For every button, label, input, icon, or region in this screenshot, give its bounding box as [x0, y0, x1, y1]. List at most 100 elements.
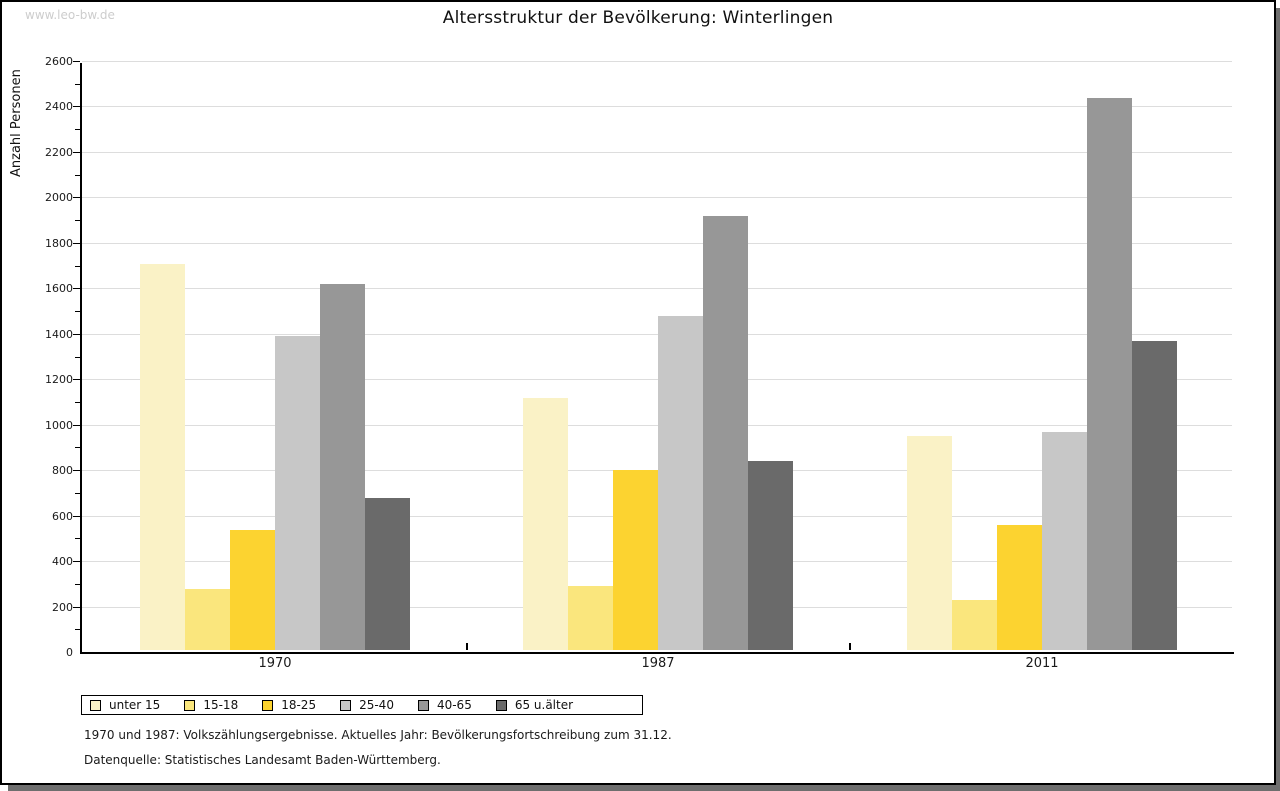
bar-unter-15 — [907, 436, 952, 650]
y-axis-tick — [75, 83, 80, 85]
legend-item: 40-65 — [417, 698, 472, 712]
bar-65-u-lter — [748, 461, 793, 650]
y-axis-tick — [73, 288, 80, 290]
page-title: Altersstruktur der Bevölkerung: Winterli… — [442, 8, 834, 28]
y-axis-tick — [73, 379, 80, 381]
bar-15-18 — [185, 589, 230, 650]
y-axis-tick — [73, 151, 80, 153]
y-axis-tick — [73, 61, 80, 62]
bar-18-25 — [613, 470, 658, 650]
y-axis-tick — [73, 197, 80, 199]
y-tick-label: 1200 — [45, 373, 73, 387]
y-tick-label: 1800 — [45, 236, 73, 250]
legend-swatch-icon — [262, 699, 274, 711]
legend-swatch-icon — [495, 699, 507, 711]
y-tick-label: 2200 — [45, 145, 73, 159]
y-axis-tick — [73, 561, 80, 563]
window-shadow-right — [1276, 8, 1280, 791]
window-shadow-bottom — [8, 785, 1280, 791]
x-tick-label: 1987 — [641, 656, 675, 671]
y-axis-tick — [75, 265, 80, 267]
bar-40-65 — [320, 284, 365, 650]
bar-18-25 — [230, 530, 275, 650]
y-tick-label: 2000 — [45, 191, 73, 205]
legend-label: unter 15 — [109, 698, 161, 712]
y-axis-tick — [73, 106, 80, 108]
y-axis-tick — [75, 220, 80, 222]
gridline — [82, 242, 1232, 244]
y-tick-label: 800 — [52, 464, 73, 478]
y-axis-tick — [73, 515, 80, 517]
y-axis-tick — [73, 333, 80, 335]
y-tick-label: 400 — [52, 555, 73, 569]
y-axis-tick — [75, 538, 80, 540]
y-axis-tick — [75, 356, 80, 358]
bar-40-65 — [703, 216, 748, 650]
legend-label: 40-65 — [436, 698, 472, 712]
y-axis-tick — [73, 424, 80, 426]
y-tick-label: 1600 — [45, 282, 73, 296]
legend-item: 18-25 — [262, 698, 316, 712]
legend-item: 25-40 — [340, 698, 394, 712]
watermark-text: www.leo-bw.de — [25, 8, 115, 22]
bar-unter-15 — [140, 264, 185, 650]
y-tick-label: 2600 — [45, 55, 73, 68]
y-tick-label: 600 — [52, 509, 73, 523]
y-axis-tick — [73, 470, 80, 472]
y-axis-tick — [75, 629, 80, 631]
bar-15-18 — [568, 586, 613, 650]
bar-18-25 — [997, 525, 1042, 650]
gridline — [82, 333, 1232, 335]
gridline — [82, 379, 1232, 381]
legend-swatch-icon — [184, 699, 196, 711]
x-axis-tick — [465, 643, 468, 650]
bar-65-u-lter — [365, 498, 410, 650]
bar-unter-15 — [523, 398, 568, 650]
footnote-source-1: 1970 und 1987: Volkszählungsergebnisse. … — [84, 728, 672, 742]
gridline — [82, 288, 1232, 290]
legend-label: 15-18 — [203, 698, 239, 712]
legend-item: unter 15 — [90, 698, 160, 712]
y-axis-tick — [75, 583, 80, 585]
bar-25-40 — [658, 316, 703, 650]
legend-item: 15-18 — [184, 698, 238, 712]
y-tick-label: 1400 — [45, 327, 73, 341]
y-axis-tick — [75, 447, 80, 449]
bar-40-65 — [1087, 98, 1132, 650]
legend-label: 25-40 — [359, 698, 394, 712]
x-axis-line — [80, 652, 1234, 654]
y-axis-tick — [75, 129, 80, 131]
legend: unter 15 15-18 18-25 25-40 40-65 65 u.älter — [81, 695, 643, 715]
gridline — [82, 151, 1232, 153]
y-tick-label: 2400 — [45, 100, 73, 114]
y-axis-tick — [73, 606, 80, 608]
y-axis-title: Anzahl Personen — [9, 69, 24, 177]
gridline — [82, 61, 1232, 62]
gridline — [82, 197, 1232, 199]
legend-label: 18-25 — [281, 698, 317, 712]
plot-area: 0 200 400 600 800 1000 1200 1400 1600 1800 2000 220… — [45, 56, 1234, 671]
gridline — [82, 106, 1232, 108]
x-axis-tick — [849, 643, 851, 650]
y-axis-tick — [73, 242, 80, 244]
y-axis-tick — [75, 401, 80, 403]
bar-65-u-lter — [1132, 341, 1177, 650]
legend-swatch-icon — [340, 699, 352, 711]
legend-swatch-icon — [417, 699, 429, 711]
legend-swatch-icon — [90, 699, 101, 711]
x-tick-label: 1970 — [258, 656, 292, 671]
bar-25-40 — [275, 336, 320, 650]
x-tick-label: 2011 — [1025, 656, 1059, 671]
bar-15-18 — [952, 600, 997, 650]
legend-item: 65 u.älter — [495, 698, 574, 712]
y-axis-tick — [75, 174, 80, 176]
footnote-source-2: Datenquelle: Statistisches Landesamt Bad… — [84, 753, 441, 767]
y-tick-label: 200 — [52, 600, 73, 614]
bar-25-40 — [1042, 432, 1087, 650]
y-axis-tick — [75, 492, 80, 494]
y-tick-label: 1000 — [45, 418, 73, 432]
gridline — [82, 424, 1232, 426]
y-tick-label: 0 — [66, 646, 73, 659]
y-axis-tick — [75, 311, 80, 313]
legend-label: 65 u.älter — [514, 698, 574, 712]
